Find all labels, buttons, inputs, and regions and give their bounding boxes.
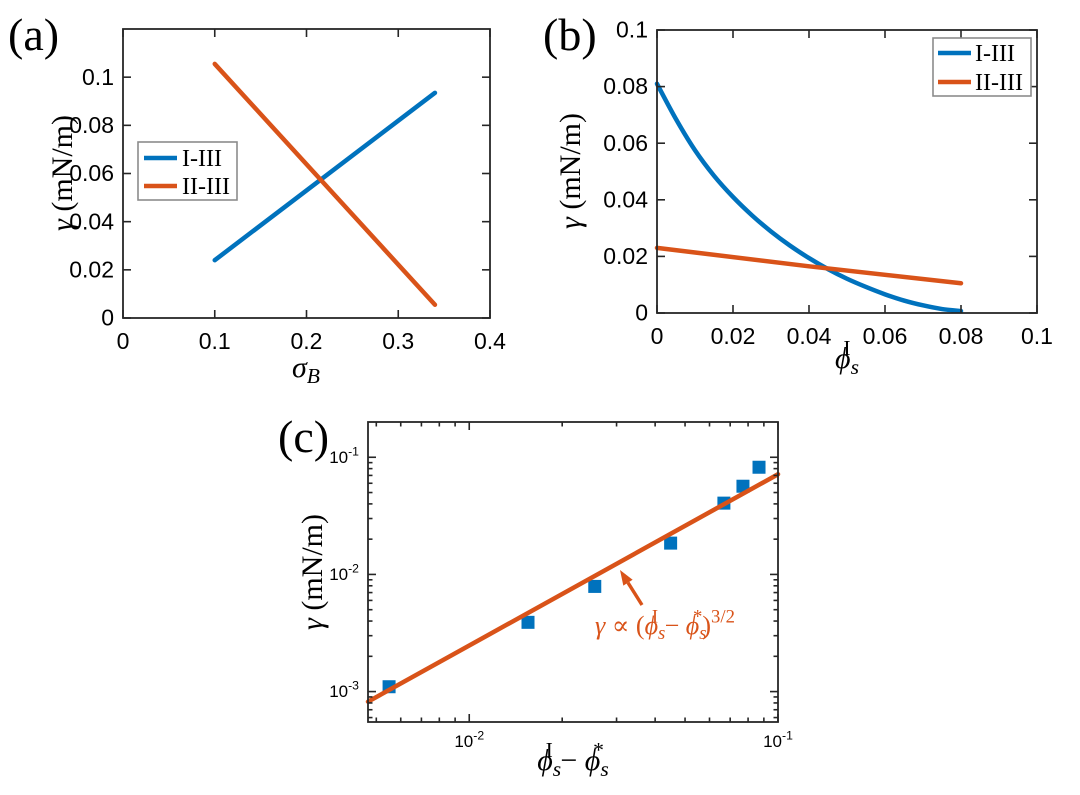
- y-tick-label: 0.04: [603, 186, 648, 212]
- y-tick-label: 0.1: [616, 17, 648, 43]
- legend-box: [137, 141, 238, 201]
- y-tick-label: 0.08: [603, 73, 648, 99]
- x-axis-label: ϕsI: [835, 336, 859, 379]
- x-tick-label: 0: [117, 328, 130, 354]
- axis-ticks: [656, 29, 1038, 314]
- chart-a-gamma-vs-sigmaB: 0 0.1 0.2 0.3 0.4 0 0.02 0.04 0.06 0.08 0.1 σB γ (mN…: [46, 28, 506, 388]
- y-tick-label: 10-1: [329, 444, 359, 466]
- data-point-square: [588, 579, 602, 593]
- series-I-III-line: [212, 90, 438, 263]
- y-tick-label: 10-2: [329, 562, 359, 584]
- x-tick-label: 0.1: [1021, 323, 1053, 349]
- x-tick-label: 10-2: [454, 729, 484, 751]
- legend: I-III II-III: [932, 37, 1032, 97]
- y-tick-label: 0.06: [69, 160, 114, 186]
- data-point-square: [752, 460, 766, 474]
- x-tick-label: 0.06: [863, 323, 908, 349]
- data-point-square: [664, 536, 678, 550]
- x-axis-label: σB: [292, 351, 320, 388]
- series-II-III-line: [212, 61, 438, 308]
- chart-c-gamma-loglog-powerlaw: 10-2 10-1 10-3 10-2 10-1 ϕsI − ϕs* γ (mN/m) γ ∝…: [296, 421, 793, 781]
- y-tick-label: 0.1: [82, 64, 114, 90]
- plot-series: [365, 460, 781, 704]
- x-tick-label: 0.3: [382, 328, 414, 354]
- y-tick-label: 10-3: [329, 679, 359, 701]
- data-point-square: [521, 615, 535, 629]
- tick-labels: 10-2 10-1 10-3 10-2 10-1: [329, 444, 793, 751]
- legend-entry-label: I-III: [182, 146, 222, 172]
- panel-label-b: (b): [543, 9, 597, 60]
- y-tick-label: 0.02: [69, 256, 114, 282]
- y-axis-label: γ (mN/m): [554, 113, 587, 229]
- series-data-markers: [382, 460, 766, 694]
- x-tick-label: 0.08: [939, 323, 984, 349]
- axis-box: [656, 29, 1038, 314]
- y-tick-label: 0: [635, 300, 648, 326]
- panel-label-c: (c): [278, 411, 330, 462]
- annotation: γ ∝ (ϕsI − ϕs*)3/2: [595, 570, 735, 644]
- y-tick-label: 0.02: [603, 243, 648, 269]
- y-tick-label: 0: [101, 305, 114, 331]
- plot-series: [654, 81, 964, 314]
- x-tick-label: 0.04: [787, 323, 832, 349]
- x-tick-label: 0.4: [474, 328, 506, 354]
- axis-ticks: [122, 29, 491, 319]
- legend-entry-label: II-III: [975, 70, 1023, 96]
- x-tick-label: 0.1: [199, 328, 231, 354]
- y-tick-label: 0.06: [603, 130, 648, 156]
- plot-series: [212, 61, 438, 308]
- series-II-III-line: [654, 245, 964, 286]
- legend-entry-label: II-III: [182, 174, 230, 200]
- y-tick-label: 0.04: [69, 208, 114, 234]
- y-axis-label: γ (mN/m): [296, 514, 329, 630]
- x-axis-label: ϕsI − ϕs*: [537, 738, 608, 781]
- series-I-III-line: [654, 81, 964, 314]
- x-tick-label: 0.02: [711, 323, 756, 349]
- panel-label-a: (a): [8, 9, 60, 60]
- series-power-law fit-line: [365, 472, 781, 704]
- axis-box: [367, 421, 779, 723]
- x-tick-label: 0: [651, 323, 664, 349]
- x-tick-label: 0.2: [291, 328, 323, 354]
- annotation-arrow-head: [620, 570, 633, 586]
- y-tick-label: 0.08: [69, 112, 114, 138]
- x-tick-label: 10-1: [763, 729, 793, 751]
- legend-box: [932, 37, 1032, 97]
- tick-labels: 0 0.1 0.2 0.3 0.4 0 0.02 0.04 0.06 0.08 0.1: [69, 64, 506, 354]
- axis-ticks: [368, 422, 779, 722]
- annotation-text: γ ∝ (ϕsI − ϕs*)3/2: [595, 607, 735, 645]
- annotation-arrow-shaft: [626, 581, 644, 606]
- chart-b-gamma-vs-phi: 0 0.02 0.04 0.06 0.08 0.1 0 0.02 0.04 0.06 0.08 0.1…: [554, 17, 1053, 379]
- tick-labels: 0 0.02 0.04 0.06 0.08 0.1 0 0.02 0.04 0.06 0.08 0.1: [603, 17, 1053, 349]
- legend-entry-label: I-III: [975, 41, 1015, 67]
- y-axis-label: γ (mN/m): [46, 115, 79, 231]
